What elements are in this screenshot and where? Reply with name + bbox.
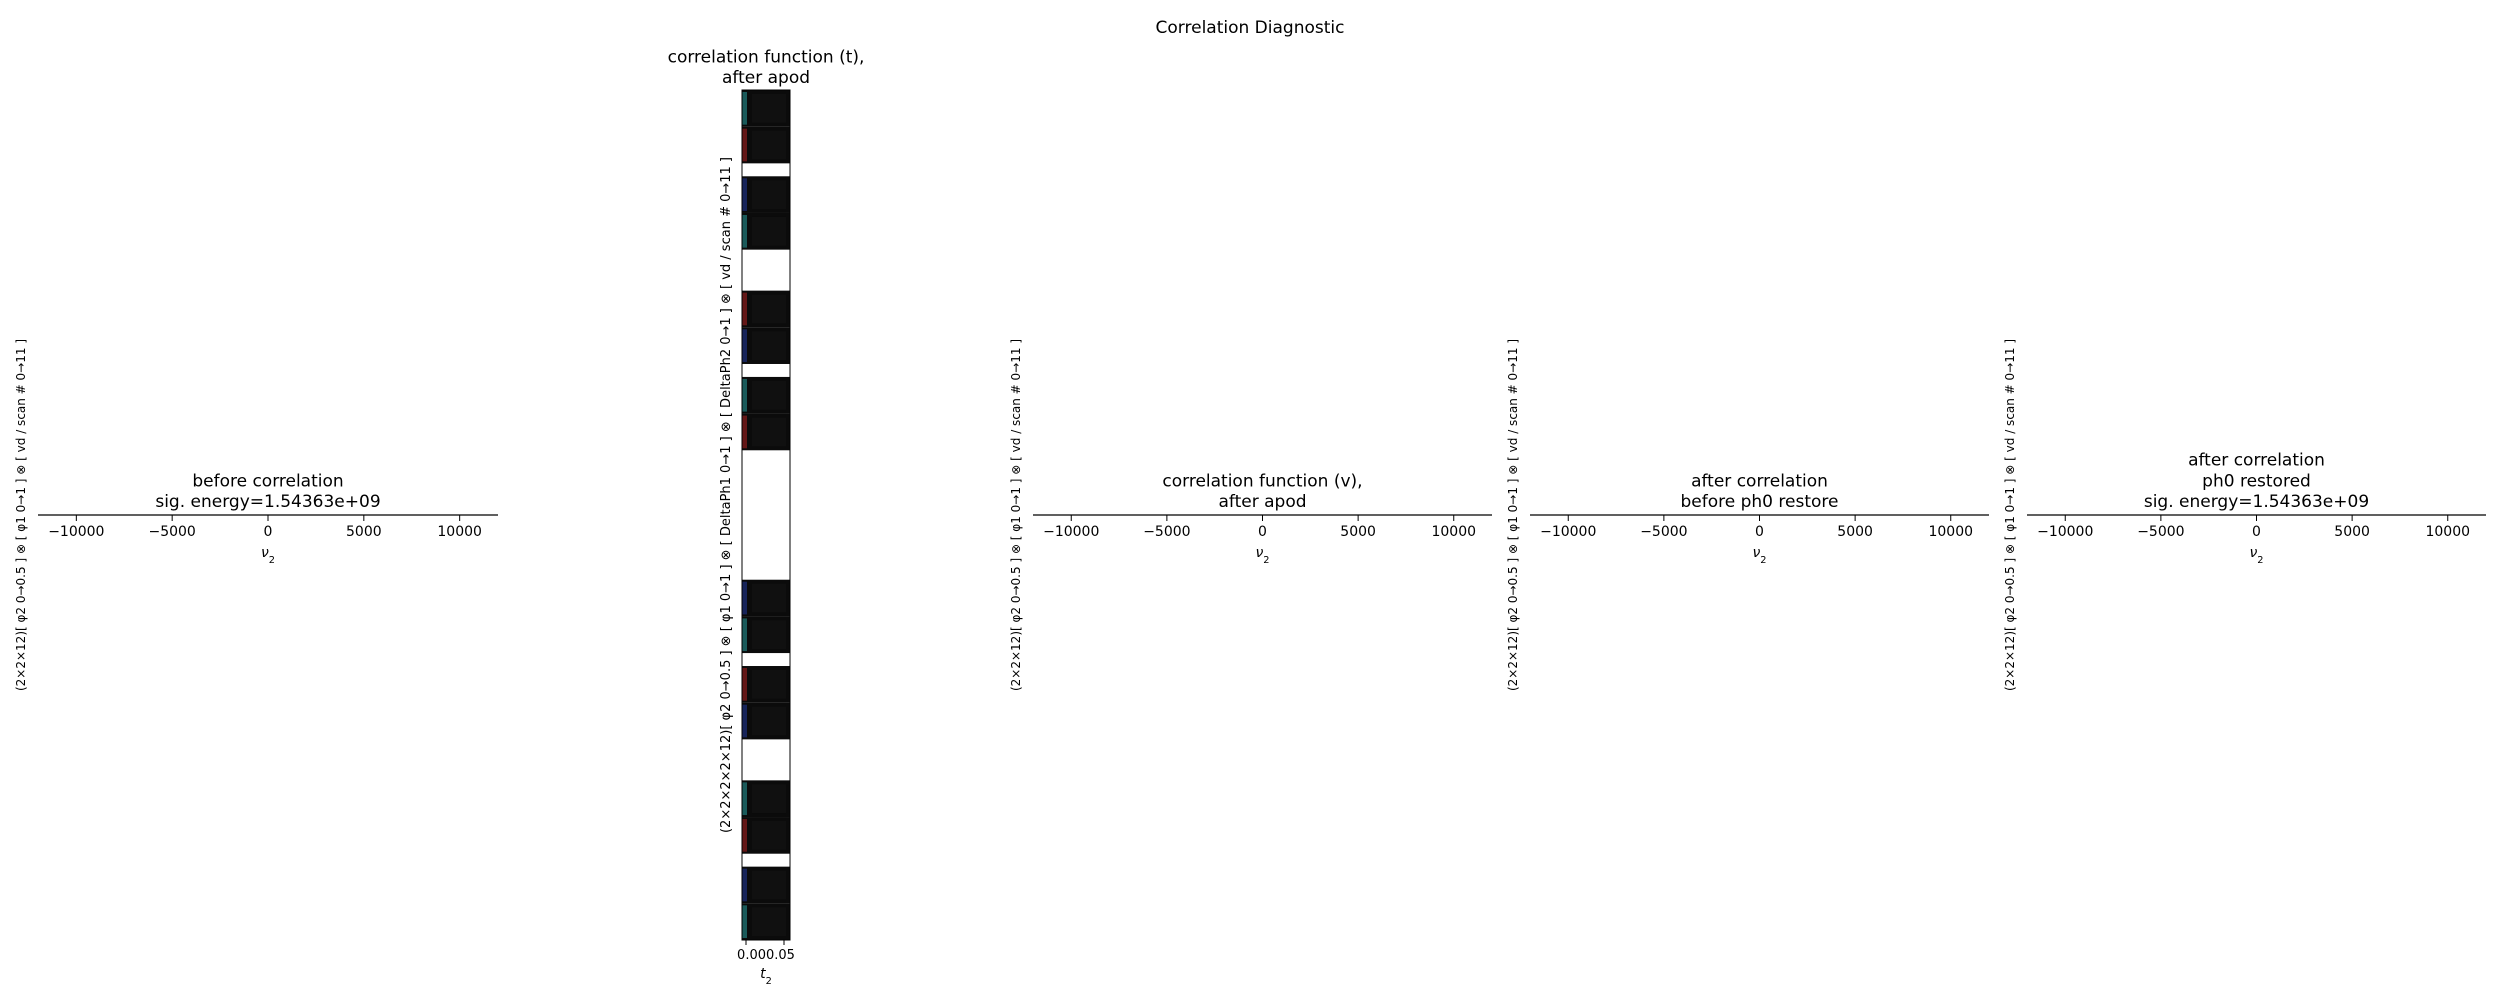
- heatmap-strip-edge: [742, 668, 747, 701]
- panel-1: correlation function (t),after apod 0.000…: [668, 47, 865, 986]
- panel-title: correlation function (v),: [1162, 471, 1362, 491]
- x-axis-label: ν2: [2249, 545, 2263, 566]
- y-axis-label: (2×2×12)[ φ2 0→0.5 ] ⊗ [ φ1 0→1 ] ⊗ [ vd…: [14, 339, 28, 691]
- heatmap-strip-texture: [752, 907, 786, 936]
- heatmap-strip-texture: [752, 821, 786, 850]
- heatmap-strip-edge: [742, 378, 747, 412]
- x-axis-label: ν2: [261, 545, 275, 566]
- x-tick-label: 5000: [2334, 524, 2370, 540]
- x-axis-label: t2: [760, 966, 772, 987]
- heatmap-strip-edge: [742, 819, 747, 852]
- x-tick-label: 5000: [1340, 524, 1376, 540]
- figure-suptitle: Correlation Diagnostic: [1156, 18, 1345, 38]
- x-tick-label: 0: [1258, 524, 1267, 540]
- heatmap-strip-edge: [742, 415, 747, 449]
- panels: −10000 −5000 0 5000 10000 ν2 before correlatio…: [14, 47, 2486, 987]
- panel-0: −10000 −5000 0 5000 10000 ν2 before correlatio…: [14, 339, 498, 691]
- heatmap-strip-edge: [742, 329, 747, 362]
- x-axis-label: ν2: [1752, 545, 1766, 566]
- heatmap-strip-edge: [742, 128, 747, 162]
- heatmap-strip-texture: [752, 784, 786, 814]
- heatmap-strip-texture: [752, 620, 786, 650]
- panel-2: −10000 −5000 0 5000 10000 ν2 correlation funct…: [1009, 339, 1492, 691]
- x-axis-label: ν2: [1255, 545, 1269, 566]
- heatmap-strip-texture: [752, 583, 786, 613]
- heatmap-strip-texture: [752, 670, 786, 699]
- heatmap-strip-texture: [752, 130, 786, 160]
- x-tick-label: 0: [264, 524, 273, 540]
- x-tick-label: 5000: [1837, 524, 1873, 540]
- x-tick-label: −5000: [148, 524, 195, 540]
- x-tick-label: −10000: [1540, 524, 1596, 540]
- panel-title: ph0 restored: [2202, 471, 2311, 491]
- x-tick-label: 5000: [346, 524, 382, 540]
- heatmap-strip-texture: [752, 180, 786, 209]
- heatmap-strip-edge: [742, 178, 747, 211]
- x-tick-label: 0: [2252, 524, 2261, 540]
- x-tick-label: 10000: [437, 524, 482, 540]
- heatmap-strip-texture: [752, 294, 786, 324]
- y-axis-label: (2×2×12)[ φ2 0→0.5 ] ⊗ [ φ1 0→1 ] ⊗ [ vd…: [1506, 339, 1520, 691]
- heatmap-strip-edge: [742, 704, 747, 738]
- plot-frame: [741, 89, 791, 941]
- heatmap-strip-edge: [742, 581, 747, 615]
- y-axis-label: (2×2×2×2×12)[ φ2 0→0.5 ] ⊗ [ φ1 0→1 ] ⊗ …: [719, 157, 734, 833]
- panel-title: correlation function (t),: [668, 47, 865, 67]
- x-tick-label: 10000: [1431, 524, 1476, 540]
- heatmap-strip-edge: [742, 868, 747, 902]
- panel-title: before correlation: [192, 471, 343, 491]
- x-tick-label: −10000: [1043, 524, 1099, 540]
- heatmap-strip-texture: [752, 870, 786, 900]
- x-tick-label: −10000: [48, 524, 104, 540]
- heatmap-strip-texture: [752, 417, 786, 447]
- y-axis-label: (2×2×12)[ φ2 0→0.5 ] ⊗ [ φ1 0→1 ] ⊗ [ vd…: [1009, 339, 1023, 691]
- panel-title: sig. energy=1.54363e+09: [155, 492, 380, 512]
- y-axis-label: (2×2×12)[ φ2 0→0.5 ] ⊗ [ φ1 0→1 ] ⊗ [ vd…: [2003, 339, 2017, 691]
- heatmap-strip-edge: [742, 618, 747, 652]
- heatmap-strip-texture: [752, 380, 786, 410]
- x-tick-label: −5000: [2137, 524, 2184, 540]
- x-tick-label: −5000: [1640, 524, 1687, 540]
- heatmap-strip-texture: [752, 706, 786, 736]
- x-tick-label: 0: [1755, 524, 1764, 540]
- panel-title: after apod: [722, 68, 810, 88]
- panel-title: before ph0 restore: [1681, 492, 1839, 512]
- heatmap-strip-texture: [752, 216, 786, 246]
- panel-4: −10000 −5000 0 5000 10000 ν2 after correlation…: [2003, 339, 2486, 691]
- panel-title: sig. energy=1.54363e+09: [2144, 492, 2369, 512]
- heatmap-strip-edge: [742, 292, 747, 326]
- panel-title: after apod: [1218, 492, 1306, 512]
- heatmap-strip-edge: [742, 782, 747, 816]
- heatmap-strip-texture: [752, 331, 786, 360]
- heatmap-strip-edge: [742, 905, 747, 938]
- x-tick-label: 0.000.05: [737, 948, 795, 963]
- heatmap-strip-edge: [742, 92, 747, 125]
- panel-title: after correlation: [1691, 471, 1828, 491]
- x-tick-label: −10000: [2037, 524, 2093, 540]
- x-tick-label: −5000: [1143, 524, 1190, 540]
- heatmap-strip-edge: [742, 214, 747, 248]
- panel-3: −10000 −5000 0 5000 10000 ν2 after correlation…: [1506, 339, 1989, 691]
- x-tick-label: 10000: [1928, 524, 1973, 540]
- panel-title: after correlation: [2188, 451, 2325, 471]
- heatmap-strip-texture: [752, 94, 786, 123]
- x-tick-label: 10000: [2425, 524, 2470, 540]
